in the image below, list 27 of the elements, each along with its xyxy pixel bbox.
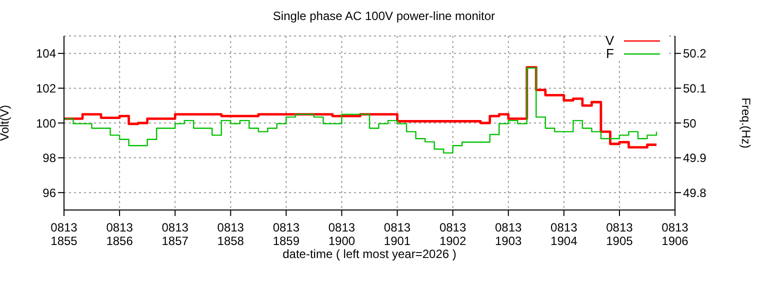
x-tick-label: 0813 1906: [662, 220, 689, 248]
y-tick-label: 96: [42, 186, 56, 200]
y-axis-title: Volt(V): [0, 104, 12, 142]
x-tick-label: 0813 1902: [439, 220, 466, 248]
y2-tick-label: 50.1: [683, 81, 707, 96]
chart-title: Single phase AC 100V power-line monitor: [272, 9, 496, 23]
legend-label: V: [605, 33, 614, 48]
x-tick-label: 0813 1905: [606, 220, 634, 248]
x-tick-label: 0813 1904: [550, 220, 578, 248]
y-tick-label: 104: [36, 46, 56, 61]
x-axis-title: date-time ( left most year=2026 ): [282, 247, 456, 261]
x-tick-label: 0813 1857: [162, 220, 189, 248]
x-tick-label: 0813 1858: [217, 220, 244, 248]
x-tick-label: 0813 1856: [106, 220, 134, 248]
y2-tick-label: 50: [683, 116, 697, 130]
y2-tick-label: 50.2: [683, 46, 707, 61]
y-tick-label: 98: [42, 151, 56, 166]
y-tick-label: 100: [36, 116, 56, 130]
y-tick-label: 102: [36, 81, 56, 96]
y2-tick-label: 49.9: [683, 151, 707, 166]
x-tick-label: 0813 1855: [50, 220, 78, 248]
y2-tick-label: 49.8: [683, 186, 707, 200]
legend-label: F: [606, 46, 614, 61]
y2-axis-title: Freq.(Hz): [738, 98, 753, 148]
x-tick-label: 0813 1901: [384, 220, 411, 248]
x-tick-label: 0813 1903: [495, 220, 522, 248]
x-tick-label: 0813 1900: [328, 220, 356, 248]
